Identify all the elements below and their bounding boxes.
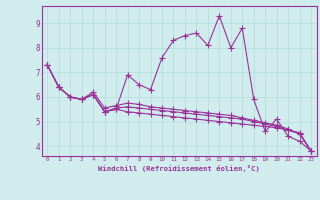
X-axis label: Windchill (Refroidissement éolien,°C): Windchill (Refroidissement éolien,°C) <box>98 165 260 172</box>
